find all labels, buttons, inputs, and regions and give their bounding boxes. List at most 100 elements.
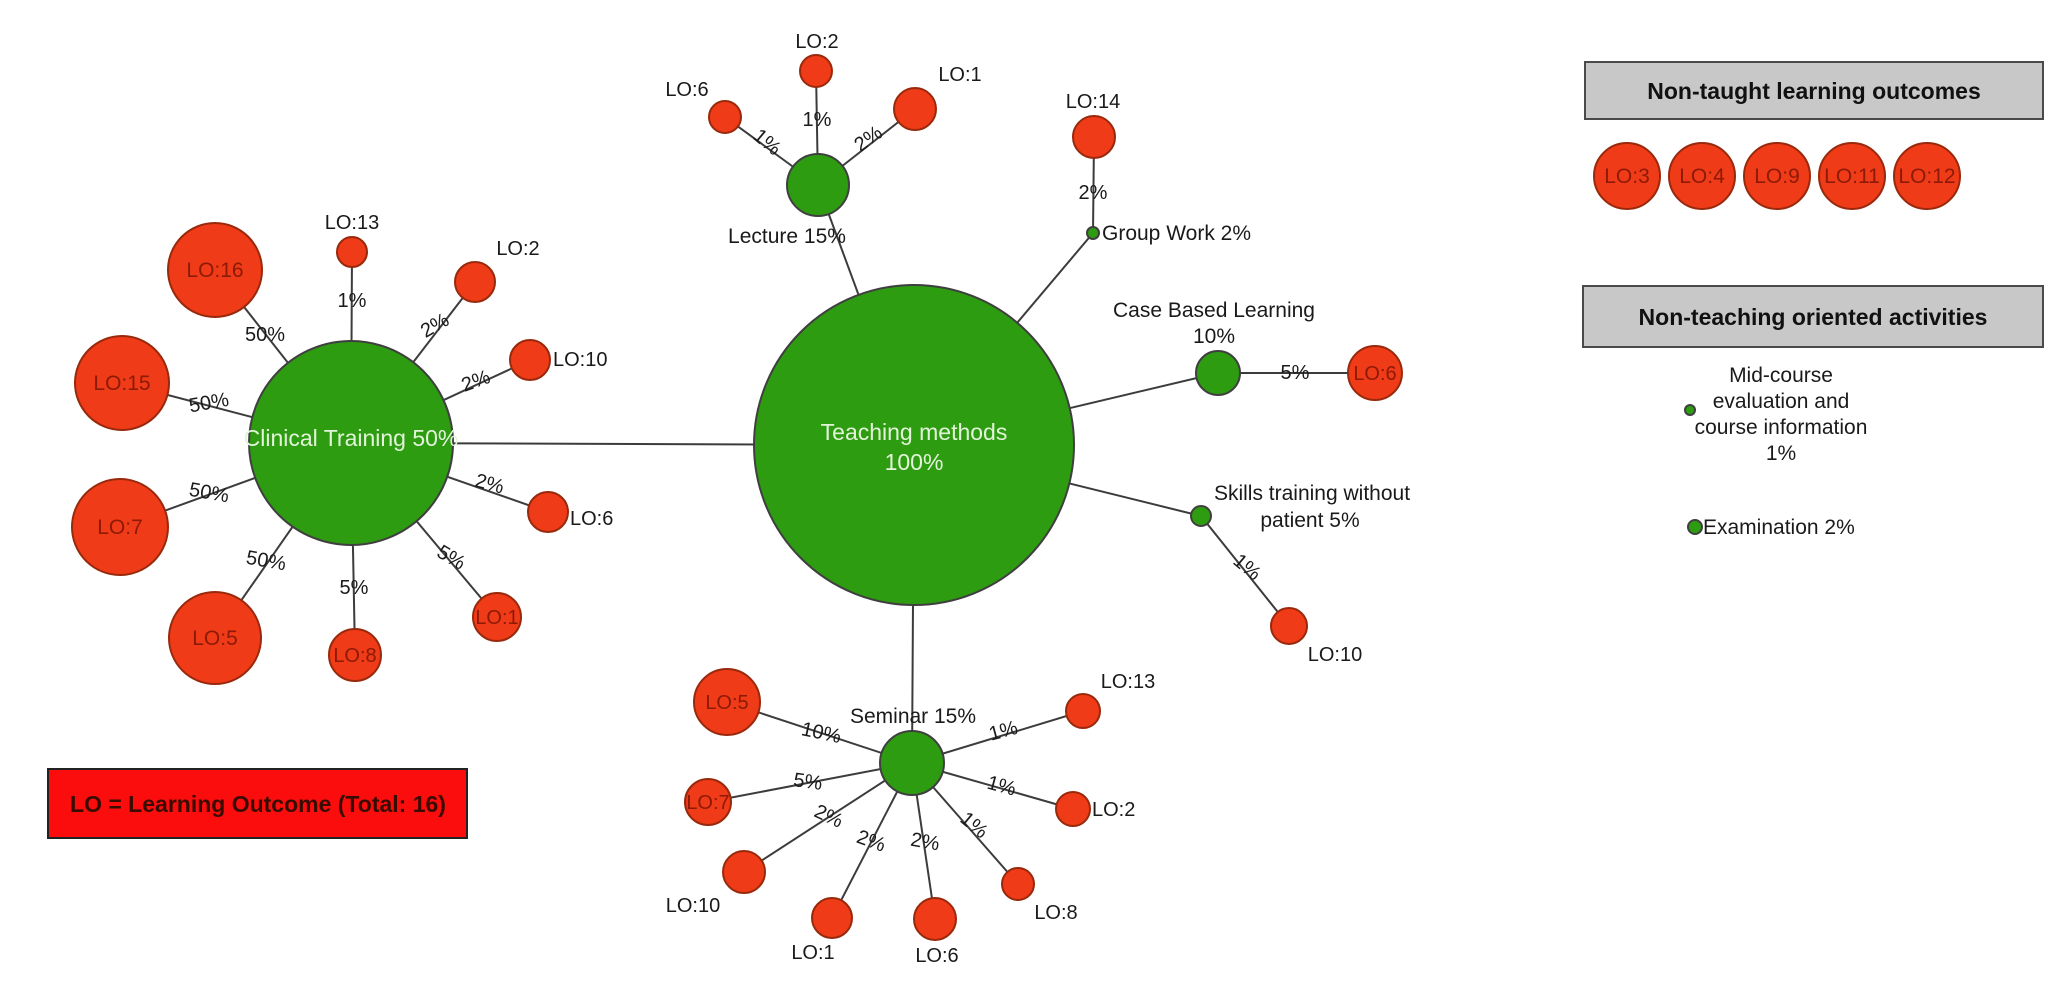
lo-label: LO:3 [1604, 165, 1650, 188]
node-nontaught-lo3 [1593, 142, 1661, 210]
node-nontaught-lo12 [1893, 142, 1961, 210]
teaching-methods-label: Teaching methods [821, 419, 1008, 445]
edge-line [707, 762, 913, 803]
edge-pct: 50% [187, 479, 230, 508]
node-casebased-lo6 [1347, 345, 1403, 401]
node-seminar-lo6 [913, 897, 957, 941]
seminar-label: Seminar 15% [850, 705, 976, 728]
non-teaching-panel: Non-teaching oriented activities Mid-cou… [1582, 285, 2044, 539]
lo-label: LO:2 [795, 31, 838, 53]
node-skills-training [1190, 505, 1212, 527]
teaching-methods-pct: 100% [885, 449, 944, 475]
red-nodes [71, 54, 1961, 941]
lo-label: LO:11 [1824, 165, 1880, 188]
edge-pct: 1% [803, 109, 832, 131]
edge-pct: 10% [799, 718, 843, 748]
node-clinical-lo1 [472, 592, 522, 642]
edge-pct: 1% [987, 717, 1021, 746]
edge-pct: 2% [854, 826, 889, 857]
lo-label: LO:7 [97, 516, 143, 539]
node-seminar [879, 730, 945, 796]
midcourse-label-line1: Mid-course [1729, 364, 1833, 387]
lo-label: LO:10 [553, 349, 607, 371]
node-seminar-lo13 [1065, 693, 1101, 729]
lo-label: LO:1 [475, 607, 518, 629]
node-lecture-lo6 [708, 100, 742, 134]
node-seminar-lo7 [684, 778, 732, 826]
labels: Teaching methods 100% Lecture 15% LO:6 1… [93, 31, 1410, 967]
legend-text: LO = Learning Outcome (Total: 16) [70, 791, 446, 817]
case-based-pct: 10% [1193, 325, 1235, 348]
edge-pct: 5% [340, 577, 369, 599]
lo-label: LO:6 [665, 79, 708, 101]
edge-line [1200, 515, 1290, 627]
lo-label: LO:2 [1092, 799, 1135, 821]
node-seminar-lo10 [722, 850, 766, 894]
lo-label: LO:5 [705, 692, 748, 714]
lo-label: LO:6 [915, 945, 958, 967]
examination-label: Examination 2% [1703, 516, 1855, 539]
node-seminar-lo1 [811, 897, 853, 939]
node-clinical-lo16 [167, 222, 263, 318]
node-lecture [786, 153, 850, 217]
lo-label: LO:6 [1353, 363, 1396, 385]
node-teaching-methods [753, 284, 1075, 606]
lo-label: LO:1 [791, 942, 834, 964]
node-groupwork-lo14 [1072, 115, 1116, 159]
node-lecture-lo2 [799, 54, 833, 88]
edge-pct: 1% [956, 808, 992, 844]
node-lecture-lo1 [893, 87, 937, 131]
midcourse-label-line3: course information [1695, 416, 1868, 439]
node-clinical-lo6 [527, 491, 569, 533]
lo-label: LO:2 [496, 238, 539, 260]
edge-pct: 50% [244, 547, 287, 576]
legend: LO = Learning Outcome (Total: 16) [47, 768, 468, 839]
edge-pct: 2% [473, 470, 507, 499]
lo-label: LO:12 [1898, 165, 1955, 188]
node-seminar-lo5 [693, 668, 761, 736]
lo-label: LO:16 [186, 259, 243, 282]
skills-label-line2: patient 5% [1260, 509, 1359, 532]
lo-label: LO:13 [325, 212, 379, 234]
lo-label: LO:7 [686, 792, 729, 814]
node-clinical-lo13 [336, 236, 368, 268]
edge-pct: 2% [811, 800, 847, 832]
non-taught-title: Non-taught learning outcomes [1647, 78, 1981, 104]
node-clinical-lo10 [509, 339, 551, 381]
lo-label: LO:14 [1066, 91, 1120, 113]
edge-pct: 5% [792, 769, 824, 795]
node-examination [1687, 519, 1703, 535]
edge-pct: 2% [1079, 182, 1108, 204]
edge-pct: 50% [245, 324, 285, 346]
edge-line [743, 762, 913, 873]
node-clinical-lo5 [168, 591, 262, 685]
edge-pct: 1% [338, 290, 367, 312]
lo-label: LO:10 [1308, 644, 1362, 666]
edge-pct: 2% [459, 366, 494, 397]
node-clinical-lo8 [328, 628, 382, 682]
group-work-label: Group Work 2% [1102, 222, 1251, 245]
lo-label: LO:9 [1754, 165, 1800, 188]
non-taught-panel: Non-taught learning outcomes LO:3 LO:4 L… [1584, 61, 2044, 188]
edge-pct: 2% [850, 122, 886, 157]
node-case-based-learning [1195, 350, 1241, 396]
green-nodes [248, 153, 1703, 796]
node-group-work [1086, 226, 1100, 240]
non-taught-header-box [1584, 61, 2044, 120]
lecture-label: Lecture 15% [728, 225, 846, 248]
clinical-training-label: Clinical Training 50% [244, 425, 459, 451]
edge-pct: 1% [749, 125, 785, 161]
midcourse-label-line2: evaluation and [1713, 390, 1850, 413]
node-clinical-training [248, 340, 454, 546]
node-nontaught-lo4 [1668, 142, 1736, 210]
lo-label: LO:8 [333, 645, 376, 667]
node-skills-lo10 [1270, 607, 1308, 645]
node-nontaught-lo9 [1743, 142, 1811, 210]
node-seminar-lo2 [1055, 791, 1091, 827]
node-nontaught-lo11 [1818, 142, 1886, 210]
lo-label: LO:13 [1101, 671, 1155, 693]
edge-pct: 2% [417, 309, 453, 343]
lo-label: LO:5 [192, 627, 238, 650]
node-seminar-lo8 [1001, 867, 1035, 901]
